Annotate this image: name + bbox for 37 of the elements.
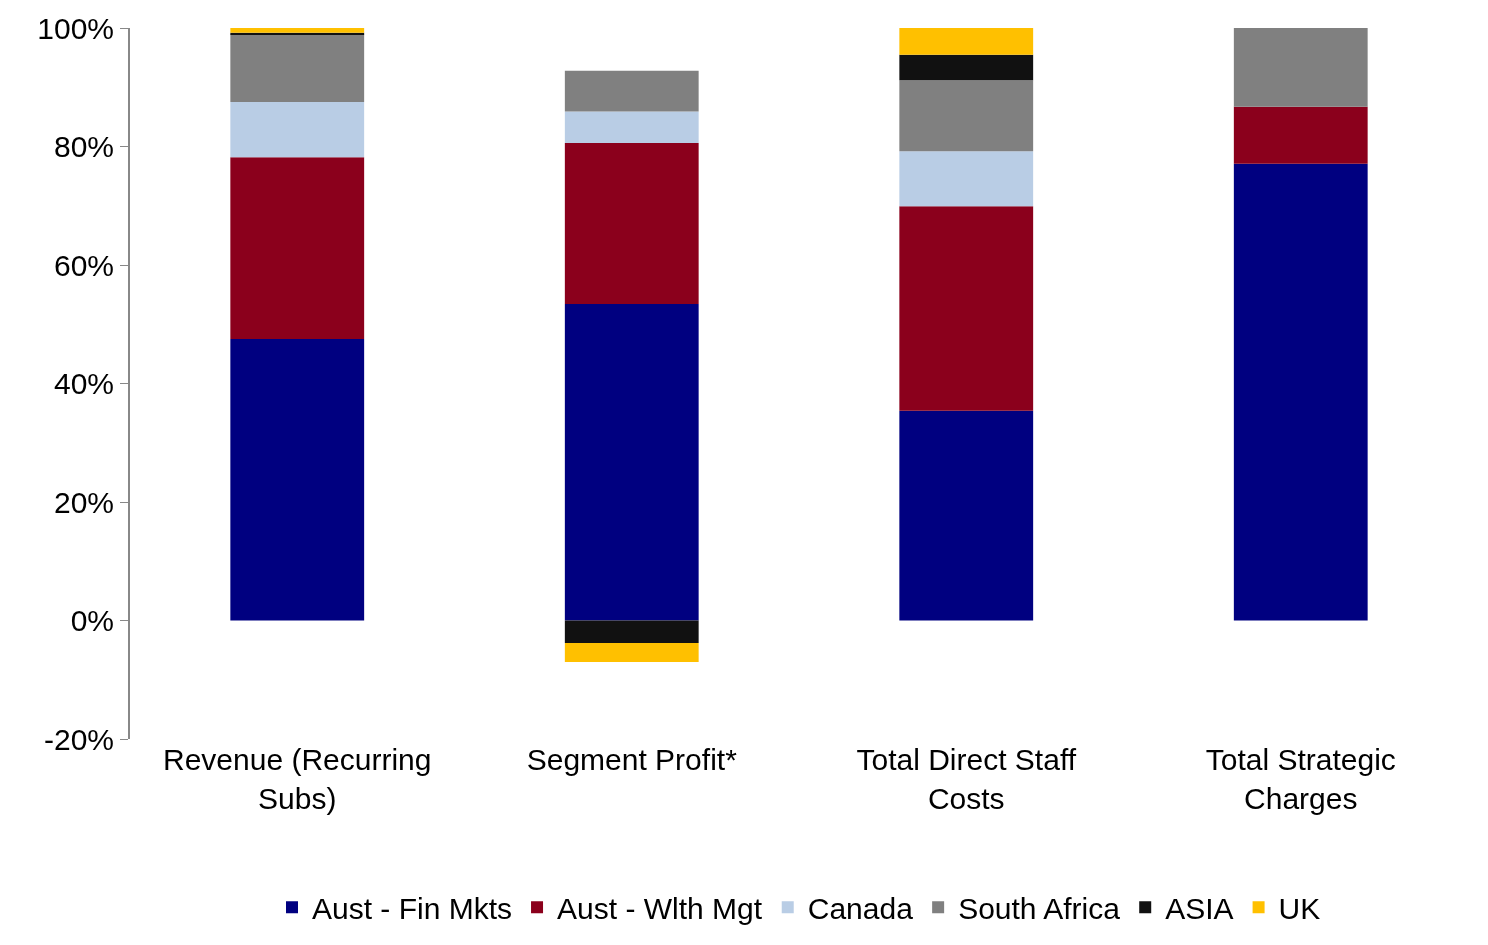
y-tick-label: 20% (53, 485, 114, 519)
legend-label: South Africa (958, 891, 1121, 925)
bar (564, 643, 699, 662)
y-tick-label: -20% (43, 722, 114, 756)
y-tick-label: 100% (37, 11, 114, 45)
bar (1233, 106, 1368, 164)
x-tick-label: Total Strategic Charges (1205, 743, 1396, 815)
legend-label: UK (1278, 891, 1321, 925)
x-tick-label: Total Direct Staff Costs (856, 743, 1077, 815)
x-tick-label: Revenue (Recurring Subs) (163, 743, 432, 815)
bar (230, 157, 365, 340)
bar (564, 304, 699, 621)
y-tick-label: 80% (53, 130, 114, 163)
bar (564, 620, 699, 644)
bar (230, 28, 365, 33)
bar (564, 142, 699, 305)
x-tick-label: Segment Profit* (526, 743, 738, 776)
legend-label: Canada (807, 891, 914, 925)
y-tick-label: 0% (70, 604, 114, 637)
bar (899, 151, 1034, 207)
legend-label: ASIA (1165, 891, 1234, 925)
bar (230, 102, 365, 158)
legend-label: Aust - Fin Mkts (312, 891, 513, 925)
bar (230, 34, 365, 103)
legend-label: Aust - Wlth Mgt (557, 891, 763, 925)
bar (899, 410, 1034, 621)
bar (899, 206, 1034, 411)
bar (564, 70, 699, 112)
y-tick-label: 40% (53, 367, 114, 400)
bar (1233, 28, 1368, 107)
bar (899, 54, 1034, 81)
y-tick-label: 60% (53, 248, 114, 282)
bar (230, 339, 365, 621)
bar (564, 111, 699, 143)
bar (1233, 163, 1368, 621)
bar (899, 80, 1034, 152)
bar (899, 28, 1034, 55)
